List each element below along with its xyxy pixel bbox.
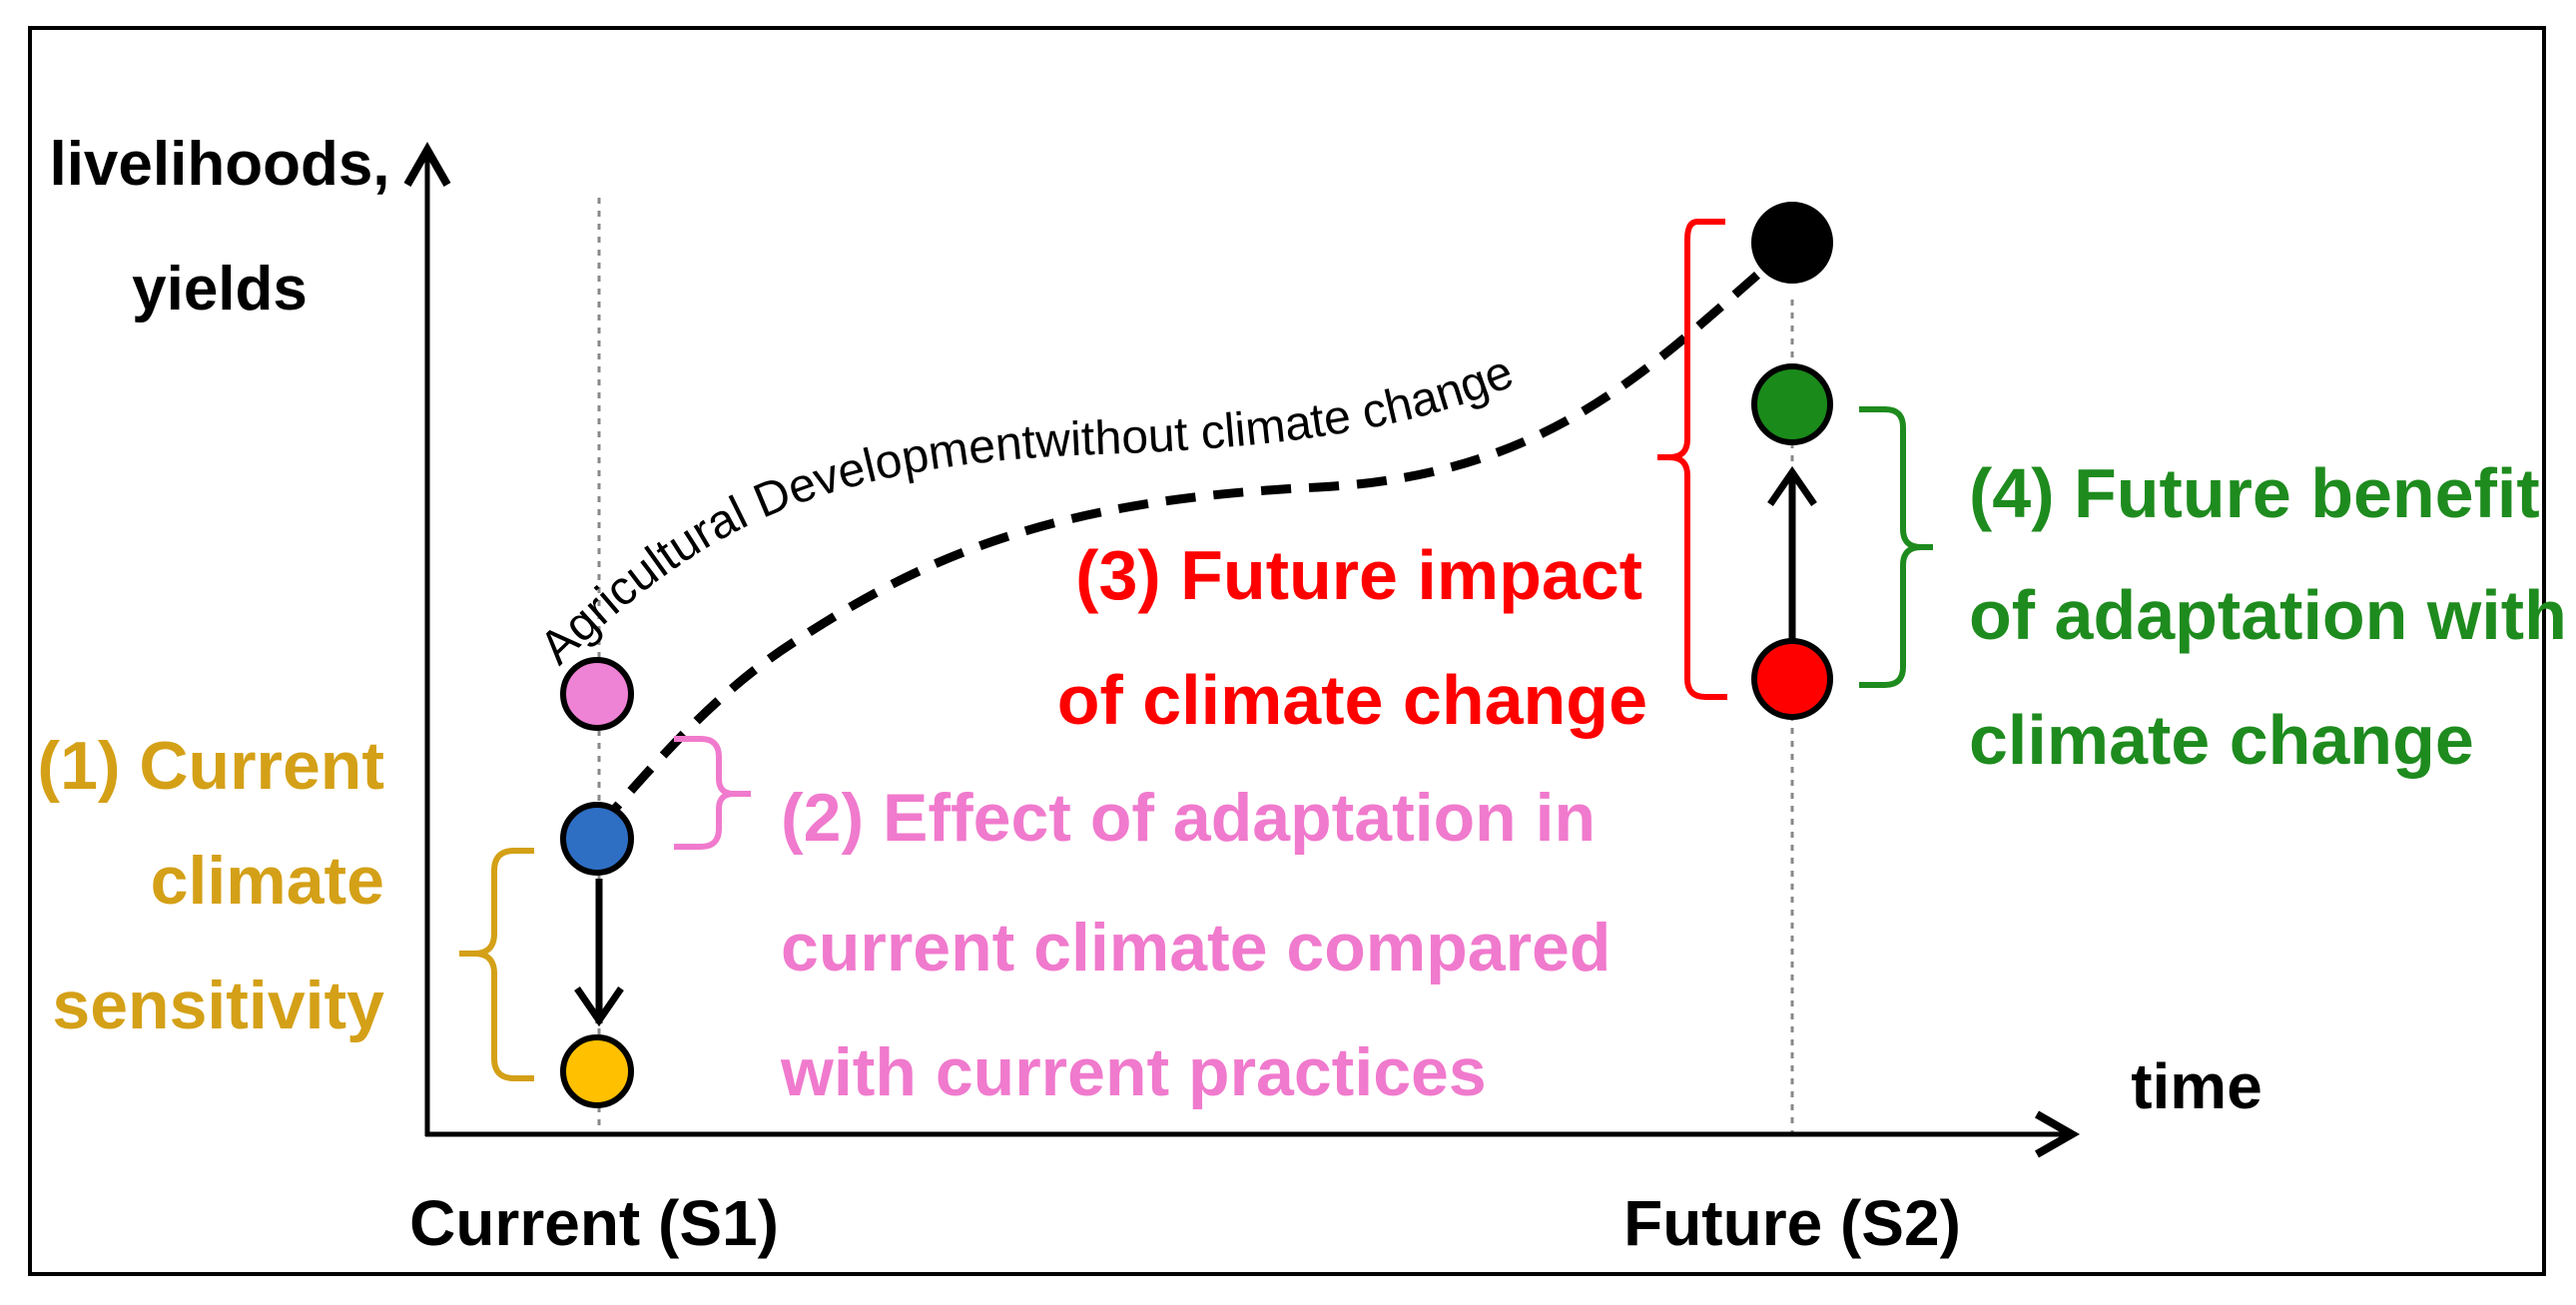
bracket-3 [1657, 219, 1727, 700]
point-current-yellow [560, 1034, 634, 1108]
bracket-1 [459, 848, 534, 1081]
annotation-1-line1: (1) Current [37, 728, 384, 804]
annotation-4-line2: of adaptation with [1969, 576, 2567, 654]
annotation-3-line2: of climate change [1057, 661, 1647, 739]
point-current-blue [560, 802, 634, 876]
annotation-1-line2: climate [151, 843, 384, 919]
annotation-3-line1: (3) Future impact [1075, 536, 1642, 614]
annotation-2-line3: with current practices [780, 1034, 1487, 1110]
annotation-4: (4) Future benefit of adaptation with cl… [1969, 454, 2567, 779]
curve-label-path: Agricultural Developmentwithout climate … [530, 345, 1521, 675]
annotation-2-line1: (2) Effect of adaptation in [781, 780, 1596, 856]
annotation-2: (2) Effect of adaptation in current clim… [780, 780, 1610, 1110]
development-curve [595, 241, 1795, 830]
point-current-pink [560, 657, 634, 731]
curve-label: Agricultural Developmentwithout climate … [530, 345, 1521, 675]
annotation-4-line1: (4) Future benefit [1969, 454, 2540, 532]
current-impact-arrowhead [574, 986, 624, 1027]
y-axis-label-line2: yields [132, 255, 308, 324]
point-future-black [1751, 202, 1833, 284]
annotation-4-line3: climate change [1969, 701, 2474, 779]
point-future-green [1751, 363, 1833, 445]
point-future-red [1751, 638, 1833, 720]
annotation-2-line2: current climate compared [781, 910, 1610, 985]
bracket-4 [1859, 406, 1933, 688]
annotation-1: (1) Current climate sensitivity [37, 728, 384, 1043]
x-axis-label: time [2131, 1050, 2262, 1122]
annotation-1-line3: sensitivity [52, 968, 384, 1043]
bracket-2 [674, 736, 751, 850]
x-tick-current: Current (S1) [409, 1187, 779, 1259]
future-adaptation-arrowhead [1767, 465, 1817, 506]
figure-border [28, 26, 2546, 1276]
x-tick-future: Future (S2) [1623, 1187, 1961, 1259]
annotation-3: (3) Future impact of climate change [1057, 536, 1647, 739]
y-axis-label-line1: livelihoods, [49, 130, 389, 199]
